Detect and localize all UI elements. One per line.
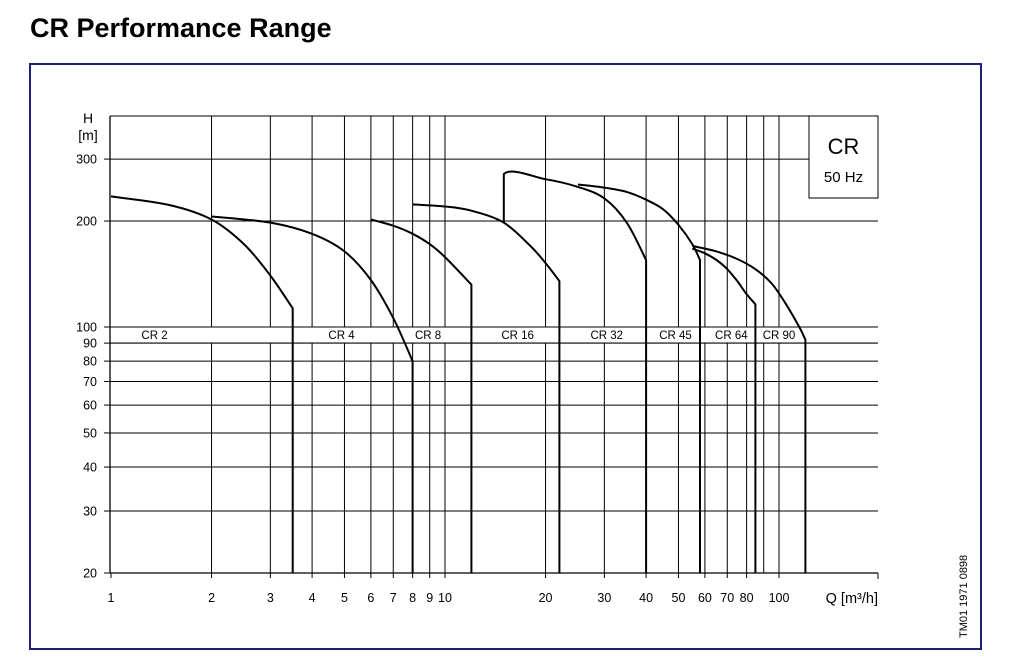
x-tick-label: 5 <box>341 591 348 605</box>
legend-box-frame <box>808 115 879 199</box>
series-label: CR 64 <box>715 330 748 342</box>
y-tick-label: 20 <box>83 567 97 581</box>
x-axis-label: Q [m³/h] <box>826 591 878 607</box>
axes-layer: 1 2 3 4 5 6 7 8 9 10 20 30 40 50 60 70 80 100 20 30 40 50 60 70… <box>76 110 879 607</box>
y-tick-label: 200 <box>76 215 97 229</box>
chart-frame <box>29 63 982 650</box>
series-label: CR 32 <box>590 330 623 342</box>
legend-subtitle: 50 Hz <box>824 169 863 186</box>
y-tick-label: 50 <box>83 426 97 440</box>
x-tick-label: 1 <box>108 591 115 605</box>
page-title: CR Performance Range <box>30 13 332 43</box>
y-tick-label: 90 <box>83 337 97 351</box>
series-curve <box>110 195 294 573</box>
series-label: CR 4 <box>328 330 355 342</box>
series-curve <box>412 203 561 573</box>
y-tick-label: 100 <box>76 321 97 335</box>
x-tick-label: 8 <box>409 591 416 605</box>
label-band-bg <box>110 327 878 343</box>
series-curve <box>692 244 807 573</box>
x-tick-label: 30 <box>597 591 611 605</box>
series-label: CR 8 <box>415 330 441 342</box>
y-tick-label: 70 <box>83 375 97 389</box>
x-tick-label: 2 <box>208 591 215 605</box>
y-tick-label: 80 <box>83 355 97 369</box>
legend-box: CR 50 Hz <box>808 115 879 199</box>
y-tick-label: 60 <box>83 399 97 413</box>
label-band <box>110 327 878 344</box>
series-label: CR 16 <box>501 330 534 342</box>
y-axis-unit-label: [m] <box>78 127 97 143</box>
x-tick-label: 7 <box>390 591 397 605</box>
x-tick-label: 70 <box>720 591 734 605</box>
y-axis-label: H <box>83 110 93 126</box>
legend-title: CR <box>828 134 860 159</box>
series-curve <box>691 247 757 573</box>
x-tick-label: 4 <box>309 591 316 605</box>
x-tick-label: 20 <box>539 591 553 605</box>
series-label: CR 90 <box>763 330 796 342</box>
y-tick-label: 30 <box>83 505 97 519</box>
x-tick-label: 3 <box>267 591 274 605</box>
series-curve <box>502 170 648 573</box>
x-tick-label: 80 <box>740 591 754 605</box>
x-tick-label: 100 <box>769 591 790 605</box>
series-curve <box>211 215 414 573</box>
x-tick-label: 9 <box>426 591 433 605</box>
y-tick-label: 300 <box>76 153 97 167</box>
watermark-code: TM01 1971 0898 <box>958 555 970 638</box>
x-tick-label: 50 <box>672 591 686 605</box>
series-curve <box>370 218 473 573</box>
series-label: CR 2 <box>141 330 167 342</box>
x-tick-label: 60 <box>698 591 712 605</box>
x-tick-label: 40 <box>639 591 653 605</box>
curves-layer: CR 2 CR 4 CR 8 CR 16 CR 32 CR 45 CR 64 CR 90 <box>110 170 807 573</box>
series-curve <box>577 183 701 573</box>
y-tick-label: 40 <box>83 461 97 475</box>
x-tick-label: 6 <box>367 591 374 605</box>
x-tick-label: 10 <box>438 591 452 605</box>
series-label: CR 45 <box>659 330 692 342</box>
grid-layer <box>110 115 878 574</box>
